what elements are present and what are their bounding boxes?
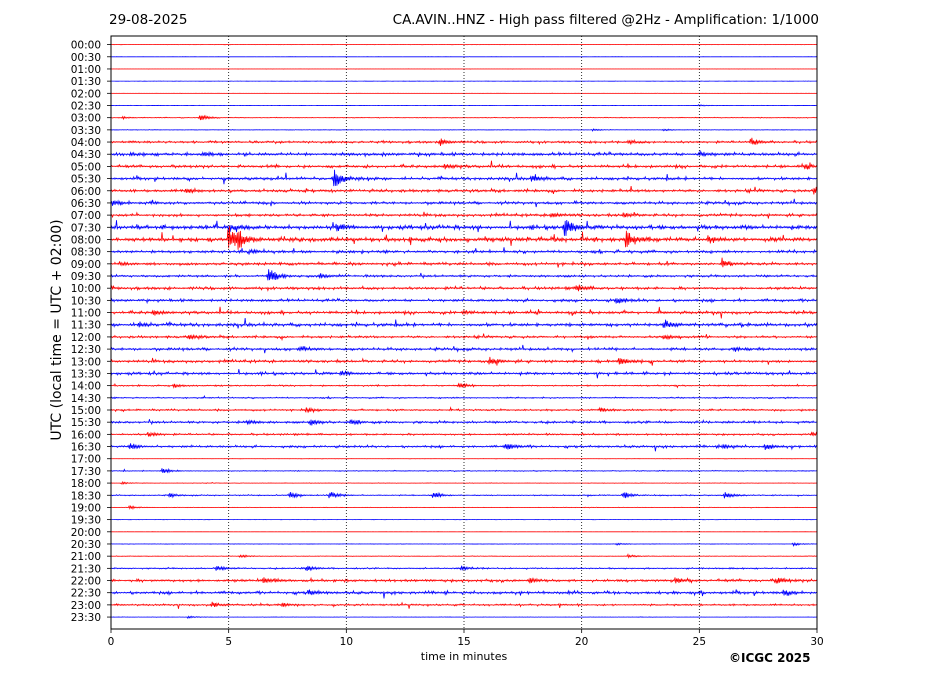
y-tick-label: 20:30 <box>71 539 101 551</box>
trace-0430 <box>110 150 818 158</box>
y-tick-label: 10:00 <box>71 283 101 295</box>
trace-0600 <box>110 186 818 195</box>
y-tick-label: 04:30 <box>71 149 101 161</box>
y-tick-label: 20:00 <box>71 527 101 539</box>
y-tick-label: 09:30 <box>71 271 101 283</box>
y-tick-label: 14:30 <box>71 393 101 405</box>
y-tick-label: 13:30 <box>71 368 101 380</box>
y-tick-label: 11:30 <box>71 320 101 332</box>
y-tick-label: 01:30 <box>71 76 101 88</box>
trace-0630 <box>110 198 818 208</box>
y-tick-label: 14:00 <box>71 381 101 393</box>
trace-1500 <box>110 406 818 414</box>
y-tick-label: 00:30 <box>71 52 101 64</box>
y-tick-label: 12:30 <box>71 344 101 356</box>
y-tick-label: 12:00 <box>71 332 101 344</box>
y-tick-label: 10:30 <box>71 295 101 307</box>
y-tick-label: 17:00 <box>71 454 101 466</box>
x-tick-label: 5 <box>225 636 232 648</box>
y-tick-label: 03:00 <box>71 113 101 125</box>
trace-1200 <box>110 333 818 342</box>
x-tick-label: 10 <box>340 636 353 648</box>
y-tick-label: 01:00 <box>71 64 101 76</box>
x-tick-label: 20 <box>575 636 588 648</box>
trace-2300 <box>110 601 818 609</box>
y-tick-label: 16:00 <box>71 429 101 441</box>
chart-date: 29-08-2025 <box>109 12 188 28</box>
y-tick-label: 08:30 <box>71 247 101 259</box>
trace-1300 <box>110 356 818 366</box>
y-tick-label: 09:00 <box>71 259 101 271</box>
trace-0900 <box>110 257 818 268</box>
y-tick-label: 15:30 <box>71 417 101 429</box>
trace-0530 <box>110 169 818 187</box>
chart-title: CA.AVIN..HNZ - High pass filtered @2Hz -… <box>392 12 819 28</box>
y-tick-label: 11:00 <box>71 308 101 320</box>
y-tick-label: 21:30 <box>71 563 101 575</box>
y-tick-label: 22:30 <box>71 588 101 600</box>
y-tick-label: 02:30 <box>71 101 101 113</box>
y-tick-label: 05:30 <box>71 174 101 186</box>
y-tick-label: 07:30 <box>71 222 101 234</box>
y-tick-label: 13:00 <box>71 356 101 368</box>
y-tick-label: 16:30 <box>71 442 101 454</box>
trace-0830 <box>110 247 818 255</box>
y-tick-label: 05:00 <box>71 161 101 173</box>
trace-2030 <box>110 542 818 547</box>
trace-1130 <box>110 318 818 329</box>
y-tick-label: 06:30 <box>71 198 101 210</box>
y-tick-label: 03:30 <box>71 125 101 137</box>
x-axis-label: time in minutes <box>420 650 508 663</box>
trace-1400 <box>110 382 818 389</box>
x-tick-label: 25 <box>693 636 706 648</box>
x-tick-label: 15 <box>457 636 470 648</box>
y-tick-label: 21:00 <box>71 551 101 563</box>
y-tick-label: 23:00 <box>71 600 101 612</box>
trace-2100 <box>110 553 818 559</box>
y-tick-label: 08:00 <box>71 234 101 246</box>
trace-2330 <box>110 615 818 620</box>
y-tick-label: 17:30 <box>71 466 101 478</box>
y-tick-label: 07:00 <box>71 210 101 222</box>
y-tick-label: 19:30 <box>71 515 101 527</box>
trace-0700 <box>110 211 818 219</box>
trace-1600 <box>110 431 818 437</box>
y-tick-label: 18:30 <box>71 490 101 502</box>
trace-1430 <box>110 395 818 400</box>
x-tick-label: 30 <box>810 636 823 648</box>
trace-0500 <box>110 160 818 170</box>
trace-0400 <box>110 137 818 146</box>
trace-1330 <box>110 369 818 379</box>
trace-2230 <box>110 589 818 599</box>
y-tick-label: 23:30 <box>71 612 101 624</box>
trace-2130 <box>110 565 818 572</box>
y-tick-label: 00:00 <box>71 40 101 52</box>
y-tick-label: 19:00 <box>71 502 101 514</box>
trace-1230 <box>110 344 818 354</box>
x-tick-label: 0 <box>108 636 115 648</box>
copyright-text: ©ICGC 2025 <box>729 651 811 665</box>
trace-2200 <box>110 576 818 584</box>
y-tick-label: 06:00 <box>71 186 101 198</box>
trace-1530 <box>110 419 818 426</box>
y-tick-label: 15:00 <box>71 405 101 417</box>
y-tick-label: 18:00 <box>71 478 101 490</box>
y-tick-label: 04:00 <box>71 137 101 149</box>
y-tick-label: 22:00 <box>71 576 101 588</box>
y-tick-label: 02:00 <box>71 88 101 100</box>
